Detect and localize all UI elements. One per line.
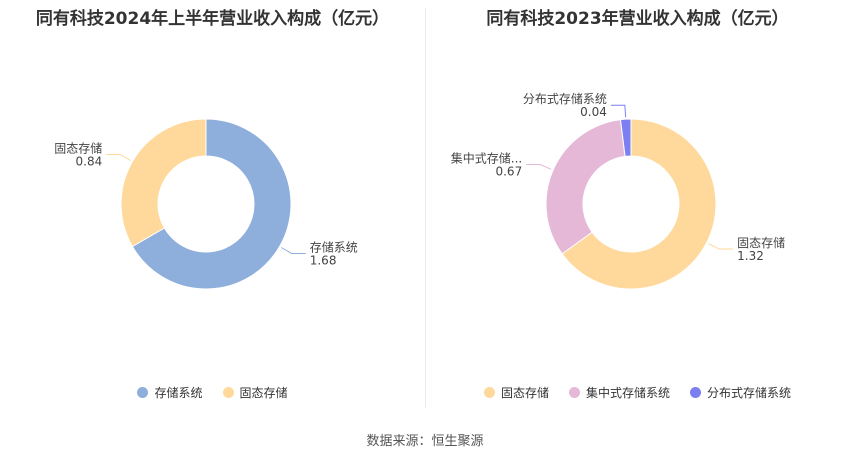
legend-item-centralized-storage[interactable]: 集中式存储系统 — [568, 384, 670, 401]
data-source: 数据来源：恒生聚源 — [366, 434, 484, 449]
donut-slice — [545, 119, 626, 255]
leader-line — [106, 154, 131, 161]
legend-item-distributed-storage[interactable]: 分布式存储系统 — [690, 384, 791, 401]
chart-legend: 固态存储 集中式存储系统 分布式存储系统 — [425, 384, 850, 401]
slice-label-value: 0.84 — [76, 155, 103, 169]
chart-title: 同有科技2024年上半年营业收入构成（亿元） — [35, 9, 390, 29]
chart-legend: 存储系统 固态存储 — [0, 384, 425, 401]
legend-label: 固态存储 — [239, 386, 288, 400]
chart-panel-2024h1: 同有科技2024年上半年营业收入构成（亿元） 存储系统 1.68 固态存储 0.84 … — [0, 0, 425, 420]
slice-label-name: 存储系统 — [310, 240, 358, 255]
donut-slice — [619, 118, 632, 157]
legend-label: 存储系统 — [154, 386, 203, 400]
donut-slice — [131, 118, 292, 290]
slice-label-value: 1.32 — [737, 249, 764, 263]
slice-label-value: 0.67 — [495, 165, 522, 179]
slice-label-name: 集中式存储... — [451, 151, 522, 166]
panel-divider — [425, 8, 426, 408]
leader-line — [526, 164, 552, 170]
legend-item-solid-state-storage[interactable]: 固态存储 — [483, 384, 549, 401]
leader-line — [281, 247, 306, 254]
slice-label-name: 分布式存储系统 — [523, 91, 607, 106]
legend-item-storage-system[interactable]: 存储系统 — [137, 384, 203, 401]
legend-label: 固态存储 — [500, 386, 549, 400]
legend-marker — [483, 387, 495, 398]
legend-marker — [222, 387, 234, 398]
legend-label: 集中式存储系统 — [585, 386, 670, 400]
donut-slice — [120, 118, 207, 248]
legend-marker — [137, 387, 149, 398]
legend-marker — [568, 387, 580, 398]
slice-label-value: 0.04 — [580, 105, 607, 119]
donut-slice — [561, 118, 717, 290]
legend-label: 分布式存储系统 — [707, 386, 792, 400]
legend-item-solid-state-storage[interactable]: 固态存储 — [222, 384, 288, 401]
chart-title: 同有科技2023年营业收入构成（亿元） — [486, 9, 789, 29]
slice-label-value: 1.68 — [310, 254, 337, 268]
leader-line — [610, 104, 627, 118]
slice-label-name: 固态存储 — [54, 141, 102, 156]
slice-label-name: 固态存储 — [737, 235, 785, 250]
legend-marker — [690, 387, 701, 398]
leader-line — [708, 243, 734, 250]
chart-panel-2023: 同有科技2023年营业收入构成（亿元） 固态存储 1.32 集中式存储... 0.67… — [425, 0, 850, 420]
